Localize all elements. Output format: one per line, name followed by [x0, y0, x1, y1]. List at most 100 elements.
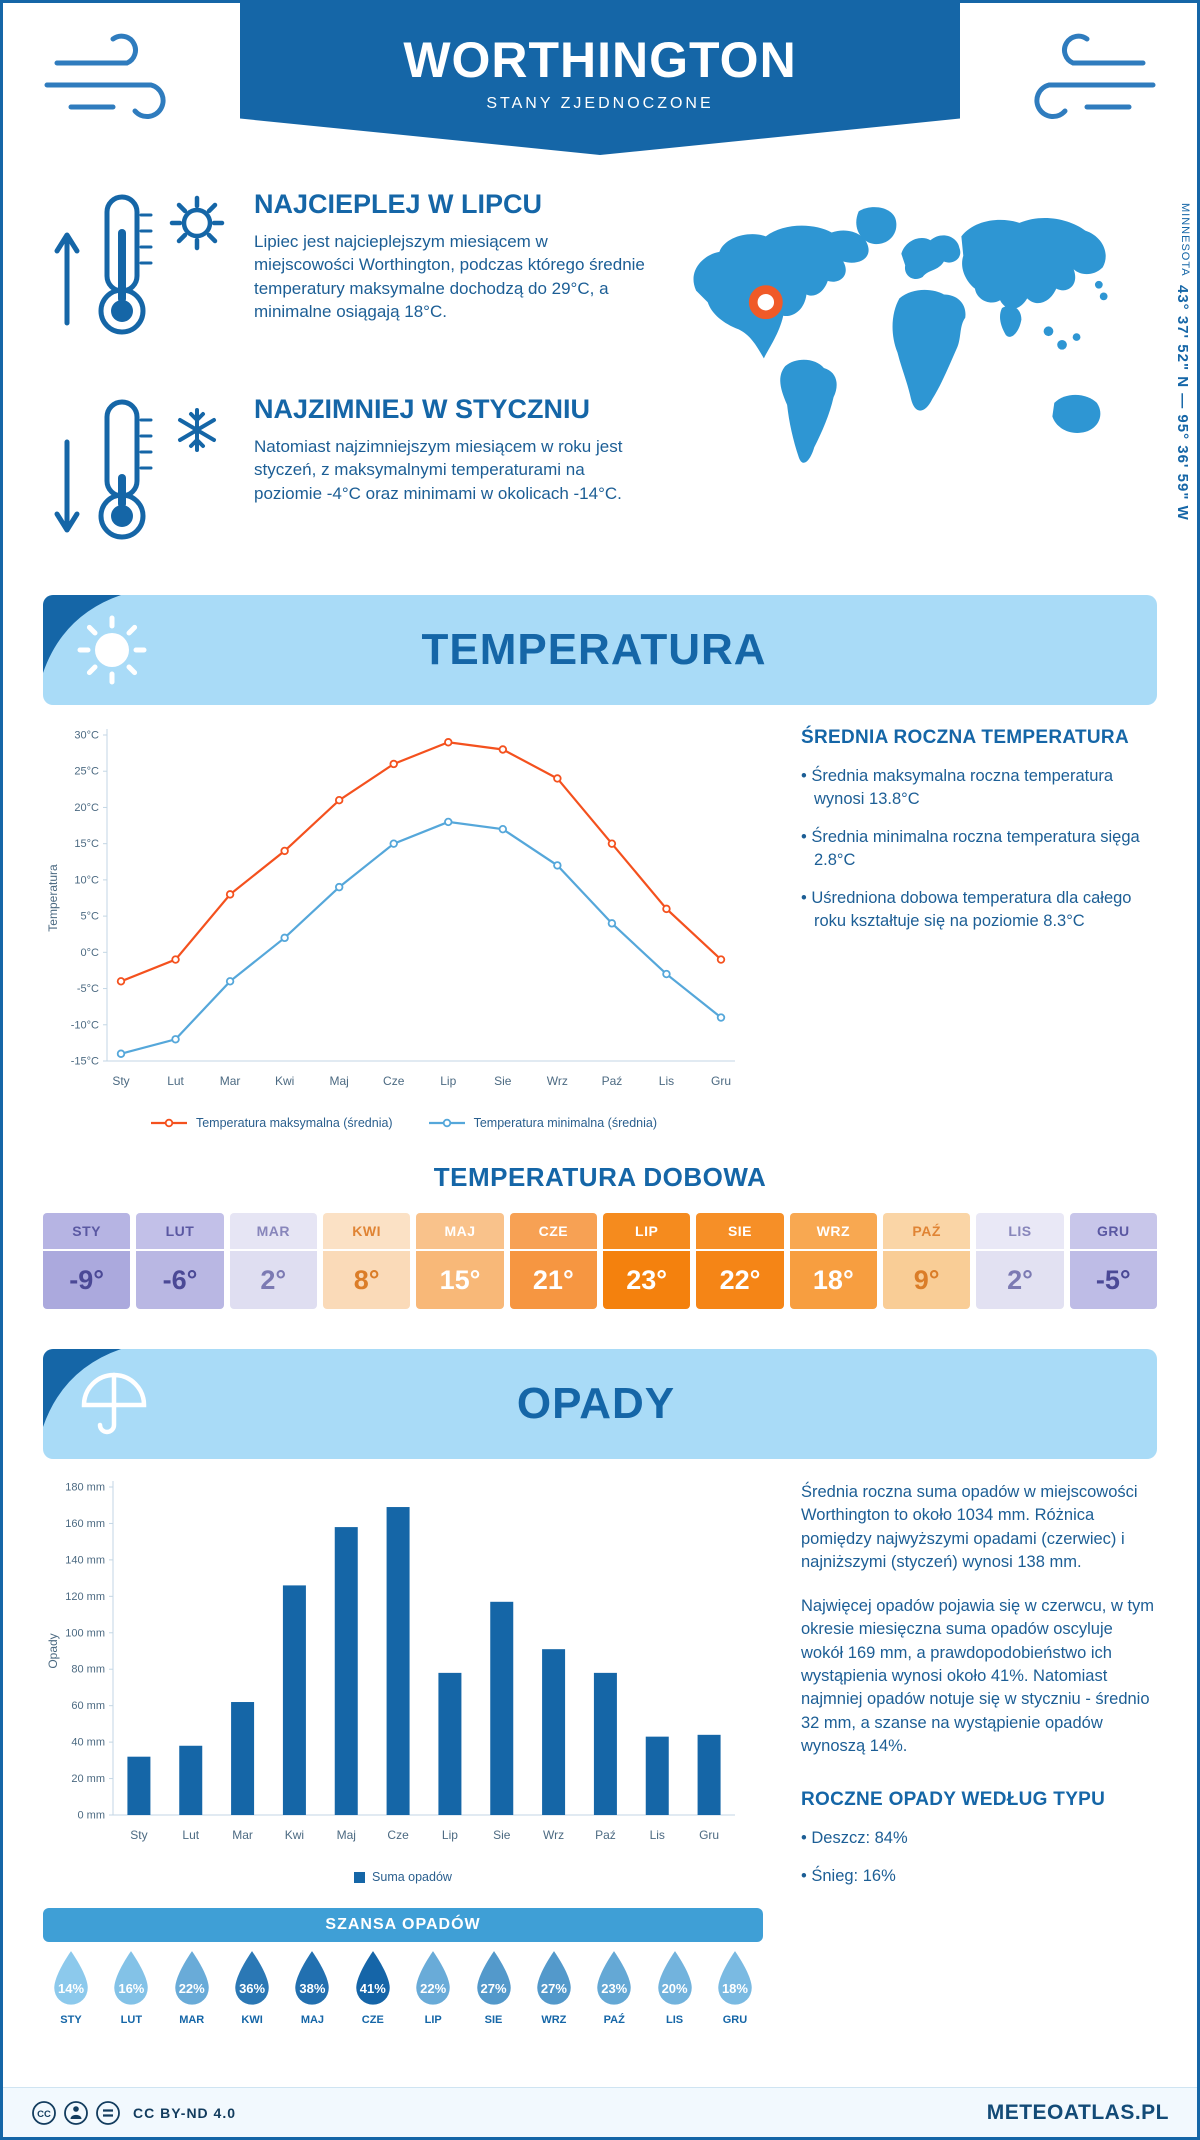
- coldest-month-text: Natomiast najzimniejszym miesiącem w rok…: [254, 437, 623, 503]
- chance-month: MAJ: [300, 2014, 325, 2026]
- month-column: MAJ 15°: [416, 1213, 504, 1309]
- title-banner: WORTHINGTON STANY ZJEDNOCZONE: [240, 3, 960, 155]
- month-temp-value: 15°: [416, 1251, 504, 1309]
- month-label: PAŹ: [883, 1213, 971, 1249]
- precipitation-section-title: OPADY: [516, 1379, 676, 1428]
- chance-percent: 20%: [661, 1981, 688, 1996]
- svg-text:Wrz: Wrz: [547, 1074, 568, 1088]
- chance-percent: 22%: [420, 1981, 447, 1996]
- temperature-line-chart: Temperatura 30°C 25°C 20°C 15°C 10°C 5°C 0°C -5°…: [43, 719, 763, 1110]
- chance-percent: 38%: [299, 1981, 326, 1996]
- region-label: MINNESOTA: [1179, 203, 1191, 277]
- svg-text:Paź: Paź: [602, 1074, 623, 1088]
- precipitation-chart-legend: Suma opadów: [43, 1864, 763, 1890]
- svg-text:Wrz: Wrz: [543, 1828, 564, 1842]
- legend-item: Suma opadów: [354, 1870, 452, 1884]
- svg-text:Opady: Opady: [46, 1633, 60, 1668]
- brand-label: METEOATLAS.PL: [986, 2100, 1169, 2124]
- rain-droplet: 22% LIP: [405, 1950, 461, 2026]
- svg-text:120 mm: 120 mm: [65, 1591, 105, 1603]
- month-temp-value: -5°: [1069, 1251, 1157, 1309]
- droplet-icon: [54, 1951, 88, 2005]
- corner-fold: [43, 1349, 121, 1427]
- svg-text:10°C: 10°C: [74, 874, 99, 886]
- precipitation-summary: Średnia roczna suma opadów w miejscowośc…: [763, 1473, 1157, 2026]
- chance-percent: 27%: [540, 1981, 567, 1996]
- svg-text:0 mm: 0 mm: [78, 1810, 106, 1822]
- svg-text:160 mm: 160 mm: [65, 1518, 105, 1530]
- warmest-month-text: Lipiec jest najcieplejszym miesiącem w m…: [254, 232, 645, 322]
- chance-percent: 22%: [178, 1981, 205, 1996]
- wind-icon: [1034, 33, 1156, 119]
- rain-droplet: 27% SIE: [466, 1950, 522, 2026]
- svg-text:60 mm: 60 mm: [71, 1700, 105, 1712]
- svg-text:80 mm: 80 mm: [71, 1664, 105, 1676]
- chance-percent: 18%: [721, 1981, 748, 1996]
- precip-type-bullet: • Deszcz: 84%: [801, 1828, 908, 1847]
- droplet-icon: [597, 1951, 631, 2005]
- month-label: LUT: [136, 1213, 224, 1249]
- droplet-icon: [174, 1951, 209, 2005]
- svg-text:100 mm: 100 mm: [65, 1627, 105, 1639]
- chance-percent: 23%: [601, 1981, 628, 1996]
- chance-percent: 41%: [359, 1981, 386, 1996]
- svg-text:Lip: Lip: [440, 1074, 456, 1088]
- page-title: WORTHINGTON: [403, 32, 797, 88]
- month-column: KWI 8°: [323, 1213, 411, 1309]
- droplet-icon: [114, 1951, 149, 2005]
- svg-text:Lip: Lip: [442, 1828, 458, 1842]
- svg-text:Cze: Cze: [383, 1074, 405, 1088]
- month-label: STY: [43, 1213, 131, 1249]
- month-column: GRU -5°: [1069, 1213, 1157, 1309]
- svg-text:180 mm: 180 mm: [65, 1482, 105, 1494]
- svg-text:Sie: Sie: [493, 1828, 511, 1842]
- svg-text:Lut: Lut: [167, 1074, 184, 1088]
- droplet-icon: [537, 1951, 571, 2005]
- svg-text:Paź: Paź: [595, 1828, 616, 1842]
- month-column: SIE 22°: [696, 1213, 784, 1309]
- svg-text:15°C: 15°C: [74, 838, 99, 850]
- precipitation-section-header: OPADY: [43, 1349, 1157, 1459]
- chance-month: LIP: [424, 2014, 442, 2026]
- temperature-summary: ŚREDNIA ROCZNA TEMPERATURA • Średnia mak…: [763, 719, 1157, 1136]
- coordinates-block: MINNESOTA 43° 37' 52" N — 95° 36' 59" W: [1173, 203, 1191, 520]
- svg-text:Kwi: Kwi: [285, 1828, 304, 1842]
- month-label: LIS: [976, 1213, 1064, 1249]
- svg-text:-10°C: -10°C: [71, 1019, 99, 1031]
- page-subtitle: STANY ZJEDNOCZONE: [486, 95, 714, 112]
- warmest-month-title: NAJCIEPLEJ W LIPCU: [254, 189, 543, 219]
- rain-droplet: 22% MAR: [164, 1950, 220, 2026]
- month-temp-value: 9°: [883, 1251, 971, 1309]
- droplet-icon: [356, 1951, 390, 2005]
- month-column: WRZ 18°: [789, 1213, 877, 1309]
- droplet-icon: [718, 1951, 752, 2005]
- warmest-month-block: NAJCIEPLEJ W LIPCU Lipiec jest najcieple…: [49, 185, 669, 350]
- rain-droplet: 36% KWI: [224, 1950, 280, 2026]
- wind-icon: [44, 33, 166, 119]
- month-label: SIE: [696, 1213, 784, 1249]
- svg-text:-5°C: -5°C: [77, 983, 99, 995]
- world-map: [693, 207, 1108, 463]
- rain-droplet: 16% LUT: [103, 1950, 159, 2026]
- rain-droplet: 14% STY: [43, 1950, 99, 2026]
- svg-text:Sie: Sie: [494, 1074, 512, 1088]
- temperature-summary-bullet: • Średnia minimalna roczna temperatura s…: [801, 828, 1140, 870]
- precipitation-chart-row: Opady 180 mm 160 mm 140 mm 120 mm 100 mm 80 mm…: [3, 1459, 1197, 2026]
- chance-month: MAR: [179, 2014, 205, 2026]
- chance-percent: 27%: [480, 1981, 507, 1996]
- droplet-icon: [657, 1951, 692, 2005]
- svg-text:Sty: Sty: [112, 1074, 129, 1088]
- temperature-chart-legend: Temperatura maksymalna (średnia) Tempera…: [43, 1110, 763, 1136]
- coordinates-label: 43° 37' 52" N — 95° 36' 59" W: [1174, 284, 1191, 521]
- droplet-icon: [416, 1951, 450, 2005]
- temperature-summary-title: ŚREDNIA ROCZNA TEMPERATURA: [801, 727, 1129, 748]
- rain-droplet: 23% PAŹ: [586, 1950, 642, 2026]
- month-label: MAR: [229, 1213, 317, 1249]
- warm-thermometer-icon: [49, 185, 254, 350]
- svg-text:20°C: 20°C: [74, 802, 99, 814]
- chance-percent: 14%: [57, 1981, 85, 1996]
- month-label: MAJ: [416, 1213, 504, 1249]
- chance-month: CZE: [361, 2014, 384, 2026]
- temperature-section-title: TEMPERATURA: [421, 625, 767, 674]
- svg-text:25°C: 25°C: [74, 766, 99, 778]
